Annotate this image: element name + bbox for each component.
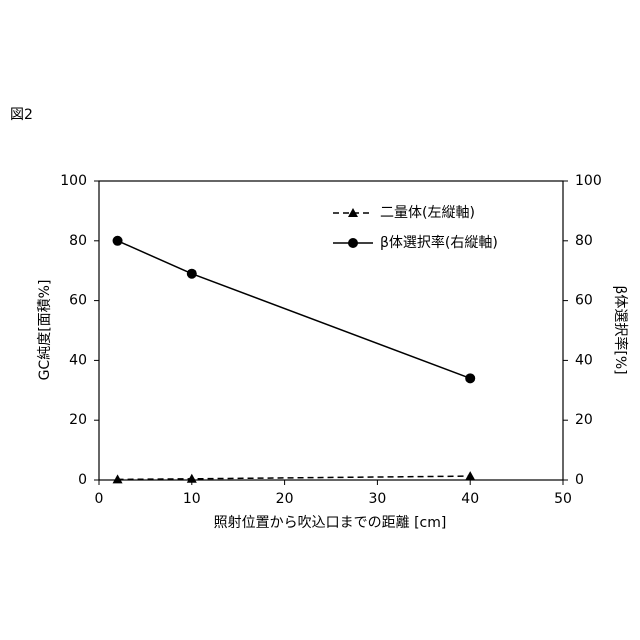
y-tick-label: 0	[78, 472, 87, 488]
series-line	[118, 476, 471, 479]
legend-marker	[348, 238, 358, 248]
y-tick-label: 40	[69, 352, 87, 368]
legend-label: β体選択率(右縦軸)	[380, 234, 498, 251]
plot-frame	[99, 181, 563, 480]
y2-tick-label: 100	[575, 173, 602, 189]
y-tick-label: 80	[69, 233, 87, 249]
series-line	[118, 241, 471, 379]
marker	[113, 236, 123, 246]
marker	[465, 471, 475, 480]
y2-tick-label: 0	[575, 472, 584, 488]
marker	[465, 373, 475, 383]
figure-label: 図2	[10, 107, 33, 123]
chart: 図2 照射位置から吹込口までの距離 [cm] GC純度[面積%] β体選択率[%…	[0, 0, 640, 640]
y2-axis-title: β体選択率[%]	[612, 285, 629, 374]
y-axis-title: GC純度[面積%]	[37, 280, 53, 381]
marker	[187, 269, 197, 279]
x-tick-label: 0	[95, 491, 104, 507]
y2-tick-label: 60	[575, 293, 593, 309]
x-axis-title: 照射位置から吹込口までの距離 [cm]	[214, 514, 447, 531]
x-tick-label: 40	[461, 491, 479, 507]
y2-tick-label: 20	[575, 412, 593, 428]
y2-tick-label: 40	[575, 352, 593, 368]
x-tick-label: 20	[276, 491, 294, 507]
y-tick-label: 60	[69, 293, 87, 309]
y-tick-label: 20	[69, 412, 87, 428]
y-tick-label: 100	[60, 173, 87, 189]
legend-label: 二量体(左縦軸)	[380, 205, 475, 221]
x-tick-label: 30	[368, 491, 386, 507]
y2-tick-label: 80	[575, 233, 593, 249]
x-tick-label: 10	[183, 491, 201, 507]
x-tick-label: 50	[554, 491, 572, 507]
